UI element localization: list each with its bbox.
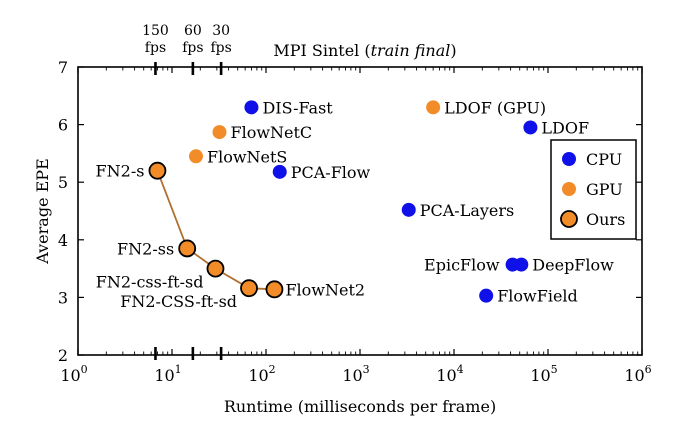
data-label: EpicFlow — [424, 256, 500, 275]
data-point — [148, 161, 167, 180]
data-point — [265, 280, 284, 299]
axis-ticks: 2 3 4 5 6 7 100 101 102 103 104 105 106 — [58, 58, 652, 385]
chart-title: MPI Sintel (train final) — [273, 41, 456, 60]
fps-label-unit: fps — [182, 40, 203, 56]
data-point — [212, 125, 227, 140]
y-tick-label: 4 — [58, 231, 68, 250]
series-group: DIS-Fast PCA-Flow LDOF PCA-Layers EpicFlow De… — [96, 98, 615, 311]
x-tick-label: 105 — [530, 363, 557, 385]
fps-label-unit: fps — [210, 40, 231, 56]
fps-label-value: 60 — [184, 23, 202, 39]
data-point — [240, 279, 258, 298]
legend: CPU GPU Ours — [550, 139, 637, 240]
legend-label: GPU — [586, 180, 623, 199]
x-tick-label: 102 — [248, 363, 275, 385]
data-point — [426, 100, 441, 115]
legend-marker — [562, 152, 576, 166]
x-tick-label: 101 — [154, 363, 181, 385]
data-point — [401, 202, 416, 217]
data-point — [206, 259, 225, 278]
y-tick-label: 3 — [58, 288, 68, 307]
x-axis-label: Runtime (milliseconds per frame) — [224, 397, 496, 416]
y-tick-label: 2 — [58, 346, 68, 365]
data-label: FlowNetC — [230, 123, 312, 142]
legend-marker — [560, 210, 578, 228]
y-tick-label: 5 — [58, 173, 68, 192]
x-tick-label: 104 — [436, 363, 463, 385]
data-label: FlowNetS — [207, 147, 287, 166]
data-label: FN2-s — [96, 162, 145, 181]
data-point — [178, 239, 197, 258]
x-tick-label: 103 — [342, 363, 369, 385]
fps-label-value: 150 — [142, 23, 169, 39]
legend-label: Ours — [586, 210, 625, 229]
legend-marker — [562, 182, 576, 196]
data-point — [523, 120, 538, 135]
data-label: LDOF (GPU) — [444, 98, 546, 117]
y-tick-label: 6 — [58, 116, 68, 135]
data-label: FlowNet2 — [285, 280, 365, 299]
fps-label-value: 30 — [212, 23, 230, 39]
data-label: FlowField — [497, 287, 578, 306]
data-point — [188, 149, 203, 164]
y-tick-label: 7 — [58, 58, 68, 77]
data-label: FN2-CSS-ft-sd — [120, 292, 237, 311]
fps-label-unit: fps — [145, 40, 166, 56]
data-label: FN2-ss — [117, 239, 174, 258]
data-point — [479, 288, 494, 303]
data-label: PCA-Layers — [420, 201, 515, 220]
data-label: DeepFlow — [532, 256, 614, 275]
data-point — [244, 100, 259, 115]
y-axis-label: Average EPE — [33, 158, 52, 265]
data-label: PCA-Flow — [291, 163, 371, 182]
data-point — [514, 257, 529, 272]
data-label: FN2-css-ft-sd — [96, 273, 204, 292]
data-label: LDOF — [541, 118, 589, 137]
x-tick-label: 106 — [624, 363, 651, 385]
data-label: DIS-Fast — [262, 98, 333, 117]
legend-label: CPU — [586, 150, 622, 169]
data-point — [272, 164, 287, 179]
x-tick-label: 100 — [60, 363, 87, 385]
